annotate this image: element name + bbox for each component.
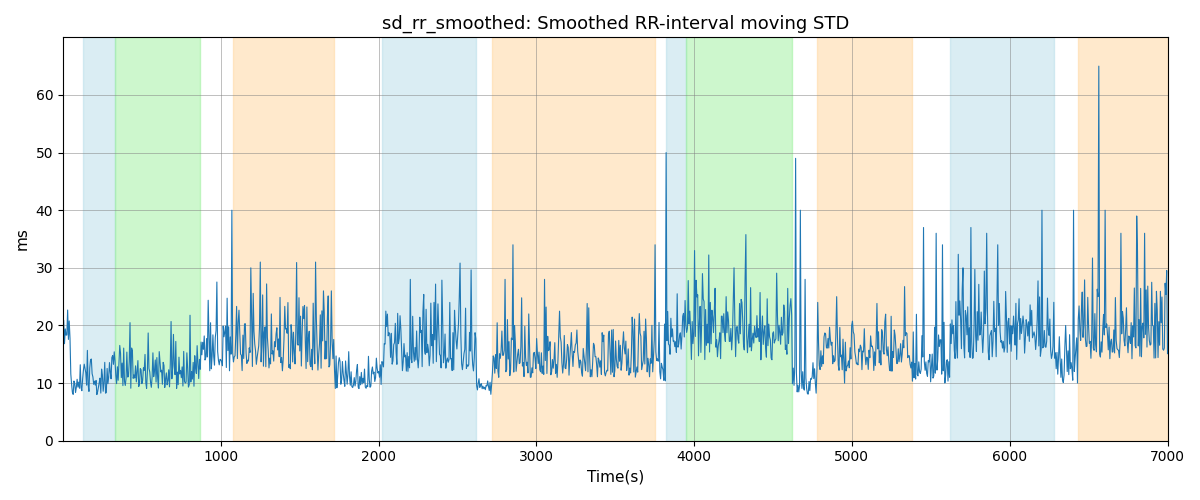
Bar: [115, 38, 200, 440]
Title: sd_rr_smoothed: Smoothed RR-interval moving STD: sd_rr_smoothed: Smoothed RR-interval mov…: [382, 15, 848, 34]
Bar: [817, 38, 912, 440]
Bar: [84, 38, 115, 440]
Y-axis label: ms: ms: [16, 228, 30, 250]
Bar: [666, 38, 686, 440]
X-axis label: Time(s): Time(s): [587, 470, 644, 485]
Bar: [382, 38, 476, 440]
Bar: [949, 38, 1054, 440]
Bar: [1078, 38, 1168, 440]
Bar: [492, 38, 655, 440]
Bar: [233, 38, 335, 440]
Bar: [686, 38, 792, 440]
